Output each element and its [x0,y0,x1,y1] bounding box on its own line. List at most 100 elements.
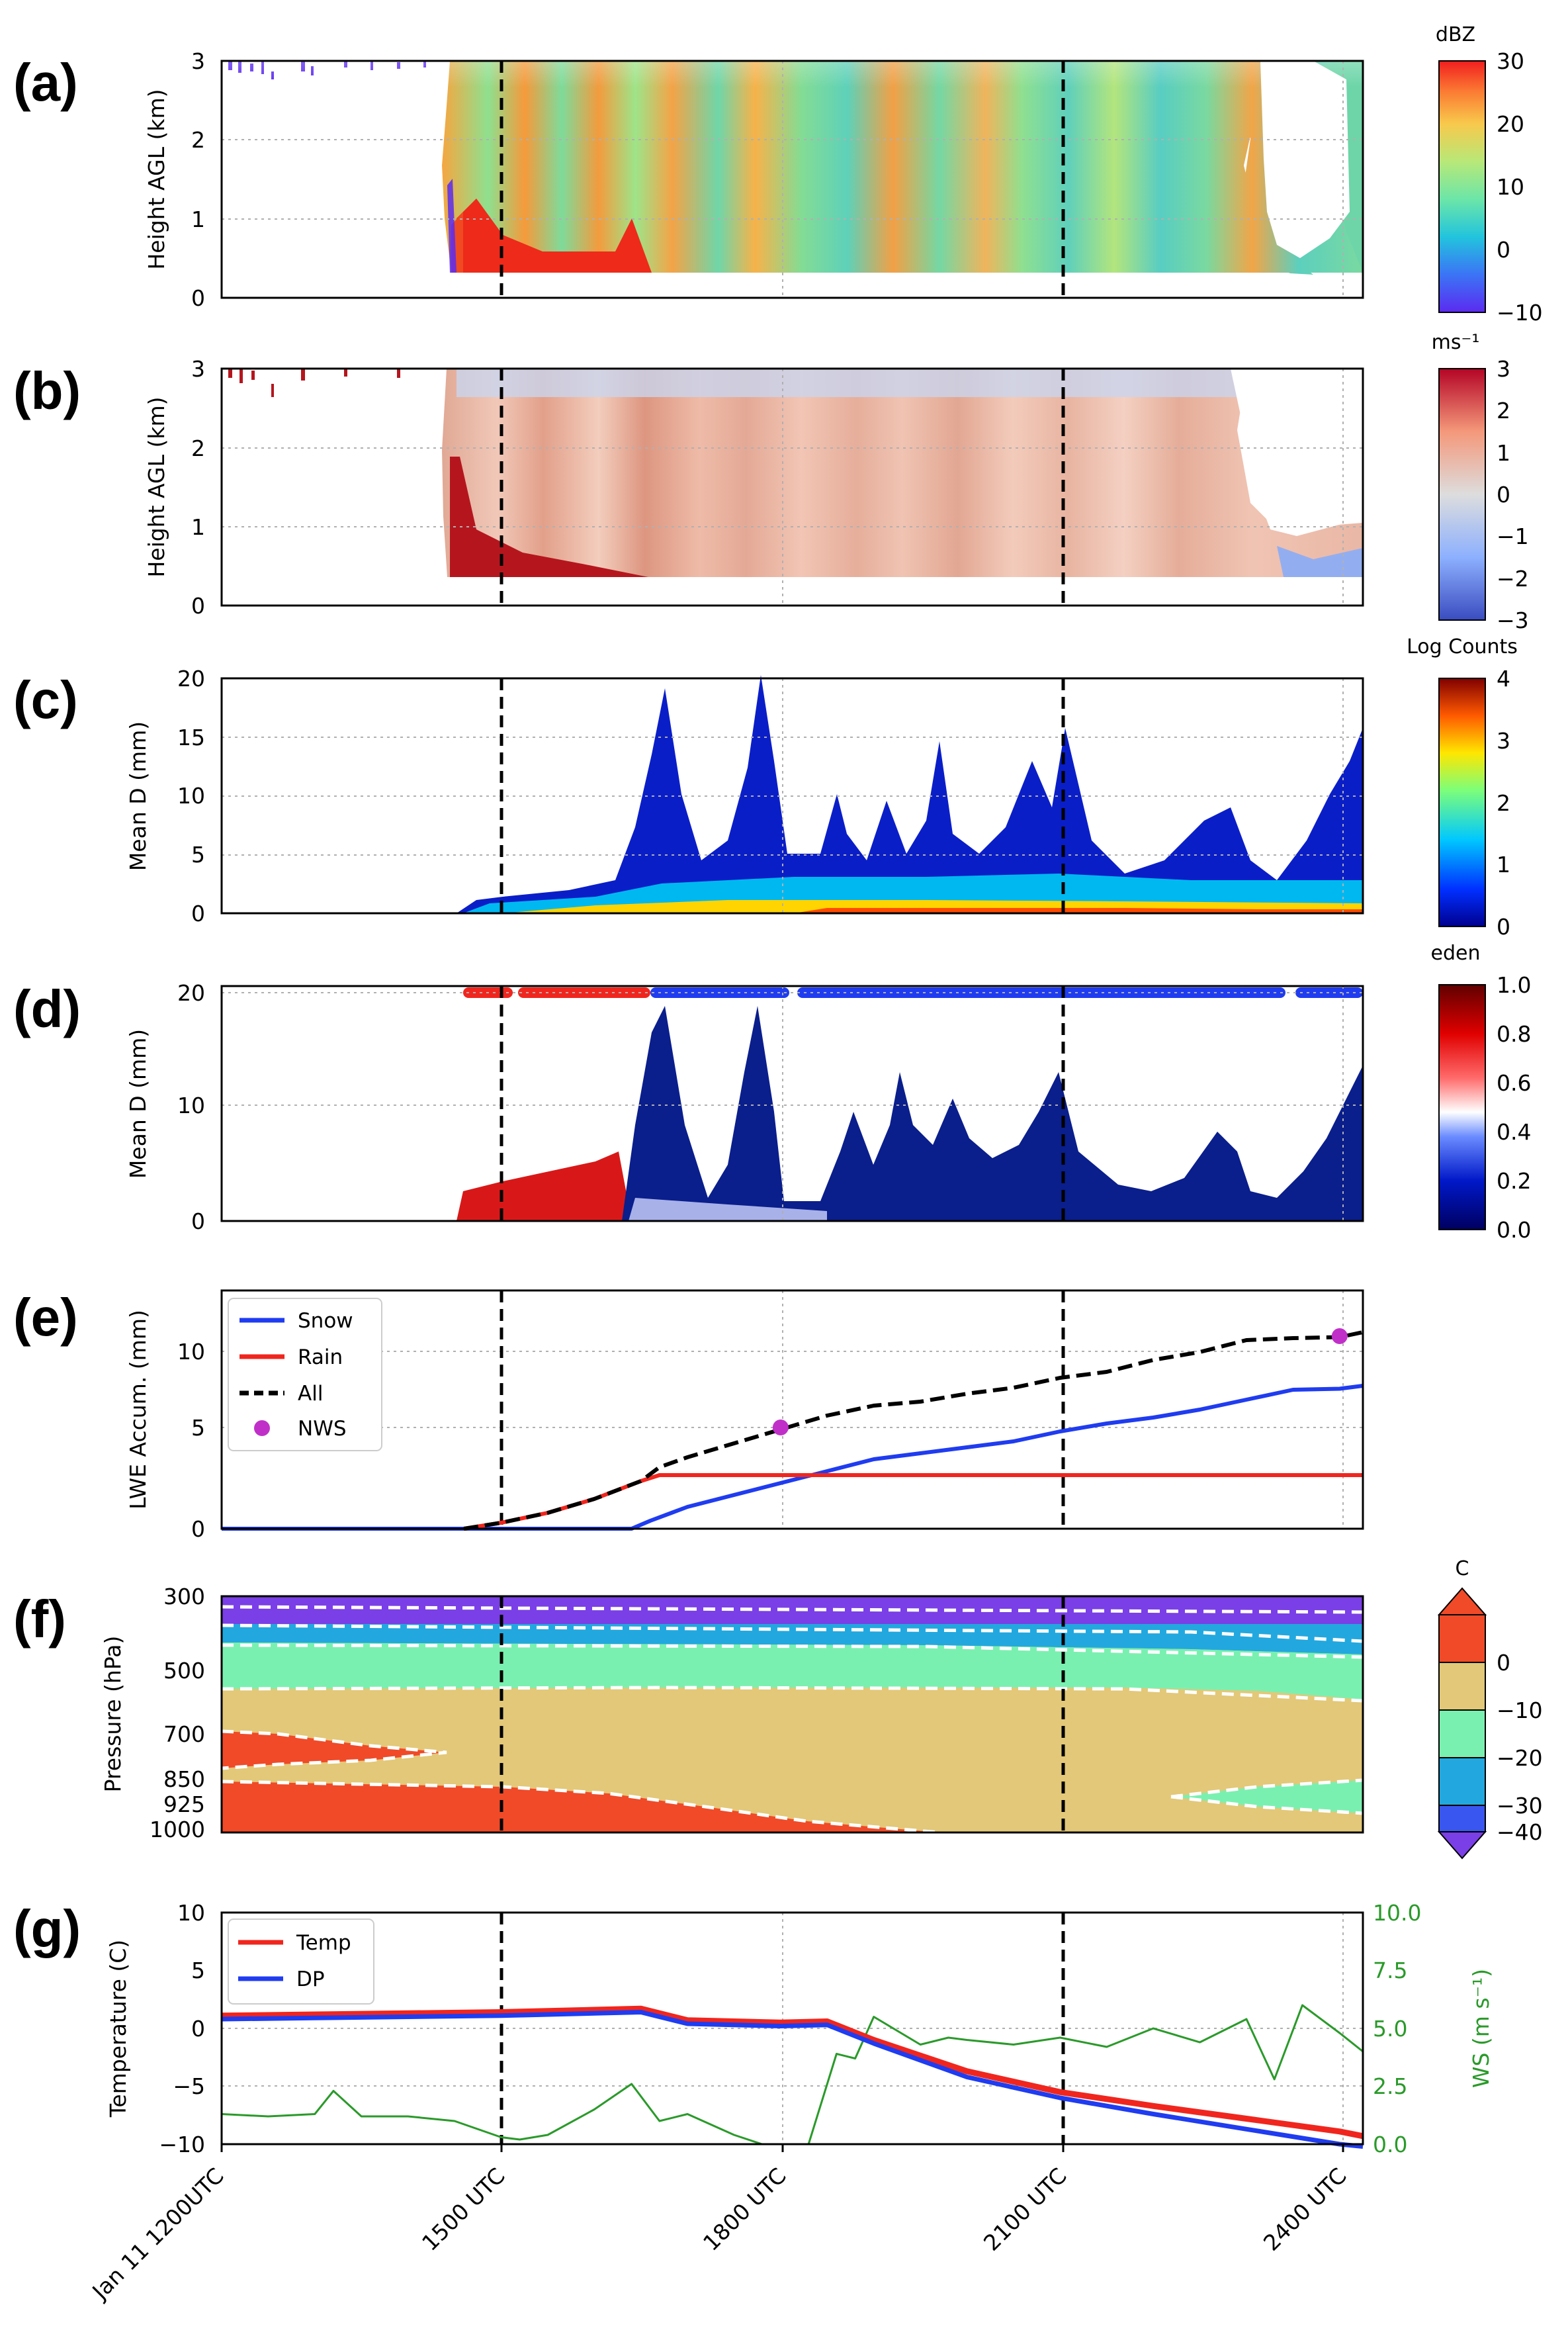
panel-c-letter: (c) [13,670,78,729]
phase-bar-snow-2 [797,987,1285,998]
svg-text:10.0: 10.0 [1373,1900,1421,1926]
panel-g-ylabel-right: WS (m s⁻¹) [1468,1969,1494,2088]
series-rain-line [463,1473,1363,1531]
panel-a-cb-tick: 10 [1497,174,1524,200]
panel-g-yticks-right: 0.0 2.5 5.0 7.5 10.0 [1373,1900,1421,2157]
panel-e-ylabel: LWE Accum. (mm) [125,1310,151,1510]
panel-f-frame [220,1595,1364,1834]
panel-b-colorbar-label: ms⁻¹ [1432,331,1480,354]
x-tick-label: 1800 UTC [698,2163,791,2256]
svg-text:1: 1 [191,514,205,540]
panel-c-cb-tick: 3 [1497,728,1510,754]
svg-text:10: 10 [177,783,205,809]
panel-b-sparse [228,369,400,397]
panel-f-cb-tick: −40 [1497,1819,1543,1845]
panel-b-cool-top [457,369,1363,397]
panel-a-colorbar [1438,60,1486,313]
panel-d-ygrid [222,986,1363,1221]
panel-a-letter: (a) [13,53,78,112]
x-axis-ticks [220,2144,1344,2152]
panel-b-negative [1277,546,1363,577]
panel-f-letter: (f) [13,1590,66,1648]
panel-d-cb-tick: 0.0 [1497,1217,1531,1243]
panel-g-series [221,2004,1364,2149]
panel-b-letter: (b) [13,361,81,420]
panel-c-cb-tick: 2 [1497,790,1510,816]
panel-b-cb-tick: 3 [1497,356,1510,382]
nws-point [772,1420,789,1435]
panel-d-colorbar-label: eden [1431,942,1481,965]
panel-c-frame [220,677,1364,915]
svg-text:5.0: 5.0 [1373,2016,1407,2042]
panel-d-cb-tick: 0.8 [1497,1021,1531,1047]
panel-c-colorbar [1438,678,1486,927]
panel-f-contours [221,1605,1364,1834]
panel-f-cb-tick: 0 [1497,1650,1510,1676]
panel-d-cb-tick: 0.2 [1497,1168,1531,1194]
svg-text:20: 20 [177,666,205,692]
panel-g-frame [220,1911,1364,2145]
panel-f-ylabel: Pressure (hPa) [100,1636,126,1793]
phase-bar-snow-3 [1295,987,1363,998]
series-snow-line [222,1384,1364,1531]
panel-a-ygrid [222,61,1363,298]
panel-f-band-minus20 [222,1643,1363,1699]
panel-d-rain-scatter [457,1151,827,1221]
legend-temp: Temp [296,1931,351,1955]
panel-d-colorbar [1438,984,1486,1230]
panel-a-ylabel: Height AGL (km) [144,89,169,269]
panel-d-white-transition [629,1198,827,1221]
x-tick-label: 2400 UTC [1258,2163,1352,2256]
panel-c-yticks: 0 5 10 15 20 [177,666,205,926]
panel-a-top-fade [222,61,1363,87]
svg-text:1000: 1000 [150,1817,205,1842]
panel-a-reflectivity-field [442,61,1363,275]
svg-text:3: 3 [191,356,205,382]
svg-text:5: 5 [191,1958,205,1983]
panel-f-cold-wedge [1171,1780,1363,1813]
panel-a-intense-echo [457,199,652,273]
svg-text:10: 10 [177,1339,205,1365]
svg-text:0: 0 [191,285,205,311]
legend-dp: DP [296,1967,325,1991]
panel-b-cb-tick: 1 [1497,440,1510,466]
panel-d-ylabel: Mean D (mm) [125,1029,151,1179]
panel-e-frame [220,1289,1364,1530]
svg-text:1: 1 [191,206,205,232]
panel-g-letter: (g) [13,1899,81,1958]
panel-c-colorbar-label: Log Counts [1407,635,1518,658]
panel-a-colorbar-label: dBZ [1436,23,1475,46]
panel-b-ygrid [222,369,1363,606]
panel-a: 0 1 2 3 Height AGL (km) dBZ 30 20 10 0 −10 [144,23,1543,326]
svg-text:0: 0 [191,1516,205,1542]
panel-e-series [222,1328,1364,1531]
panel-d-letter: (d) [13,979,81,1038]
panel-c-ygrid [222,678,1363,913]
svg-text:10: 10 [177,1900,205,1926]
panel-b-ylabel: Height AGL (km) [144,396,169,577]
svg-text:2.5: 2.5 [1373,2073,1407,2099]
panel-g-yticks: −10 −5 0 5 10 [159,1900,205,2157]
svg-text:0: 0 [191,593,205,619]
panel-b: 0 1 2 3 Height AGL (km) ms⁻¹ 3 2 1 0 −1 −2… [144,331,1529,633]
svg-text:300: 300 [163,1584,205,1609]
panel-b-velocity-field [442,369,1363,577]
panel-c-density-envelope [457,675,1363,913]
panel-a-cb-tick: 20 [1497,111,1524,137]
svg-text:0: 0 [191,1208,205,1234]
svg-text:5: 5 [191,842,205,868]
panel-b-strong-fall [450,457,648,577]
panel-b-frame [220,367,1364,607]
panel-b-cb-tick: 0 [1497,482,1510,508]
panel-d-snow-scatter [622,1006,1363,1221]
x-tick-label: 2100 UTC [979,2163,1072,2256]
panel-b-cb-tick: −2 [1497,566,1529,592]
svg-text:−5: −5 [173,2073,205,2099]
panel-b-yticks: 0 1 2 3 [191,356,205,619]
panel-a-cb-tick: −10 [1497,300,1543,326]
panel-g: −10 −5 0 5 10 0.0 2.5 5.0 7.5 10.0 Temperatu… [105,1900,1494,2157]
panel-e-legend: Snow Rain All NWS [228,1298,382,1451]
